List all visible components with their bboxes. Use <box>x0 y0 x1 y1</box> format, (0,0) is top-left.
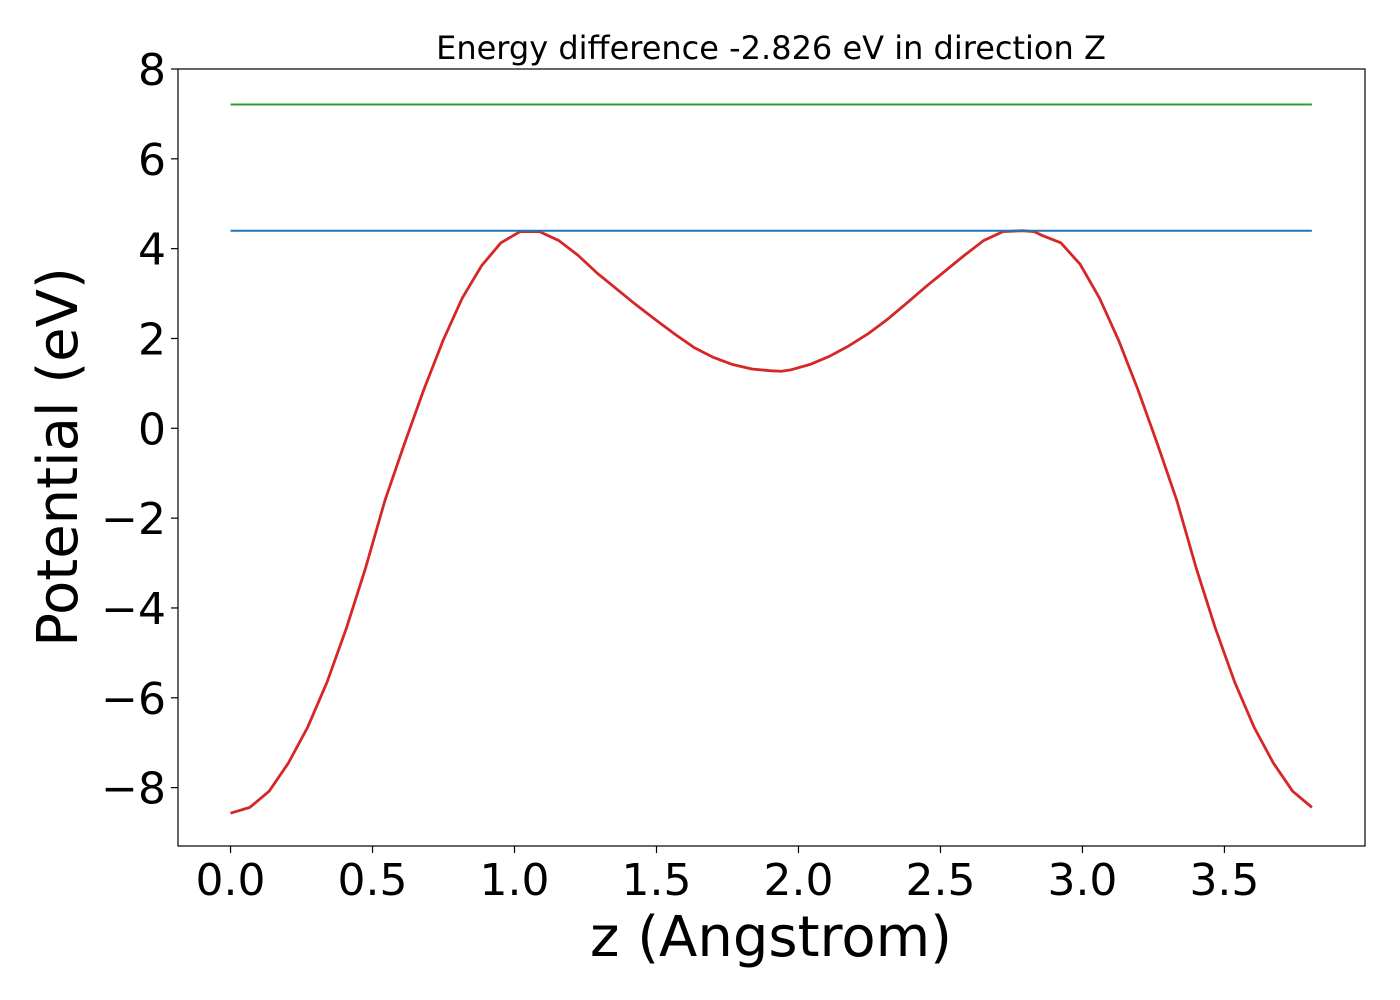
y-tick-label: 2 <box>138 314 166 365</box>
x-axis-ticks: 0.0 0.5 1.0 1.5 2.0 2.5 3.0 3.5 <box>196 846 1259 906</box>
x-axis-label: z (Angstrom) <box>590 905 952 970</box>
x-tick-label: 3.5 <box>1189 855 1259 906</box>
y-tick-label: 0 <box>138 404 166 455</box>
y-tick-label: −4 <box>101 584 166 635</box>
y-axis-label: Potential (eV) <box>26 267 91 647</box>
plot-frame <box>177 68 1366 847</box>
x-tick-label: 1.5 <box>621 855 691 906</box>
x-tick-label: 2.5 <box>905 855 975 906</box>
y-tick-label: 4 <box>138 225 166 276</box>
y-tick-label: −6 <box>101 674 166 725</box>
y-tick-label: −2 <box>101 494 166 545</box>
y-axis-ticks: −8 −6 −4 −2 0 2 4 6 8 <box>101 45 178 815</box>
y-tick-label: −8 <box>101 764 166 815</box>
chart-title: Energy difference -2.826 eV in direction… <box>436 29 1106 67</box>
x-tick-label: 2.0 <box>763 855 833 906</box>
x-tick-label: 0.5 <box>338 855 408 906</box>
x-tick-label: 1.0 <box>480 855 550 906</box>
y-tick-label: 6 <box>138 135 166 186</box>
series-layer <box>230 103 1313 815</box>
series-line-0 <box>230 229 1313 815</box>
x-tick-label: 3.0 <box>1047 855 1117 906</box>
x-tick-label: 0.0 <box>196 855 266 906</box>
y-tick-label: 8 <box>138 45 166 96</box>
